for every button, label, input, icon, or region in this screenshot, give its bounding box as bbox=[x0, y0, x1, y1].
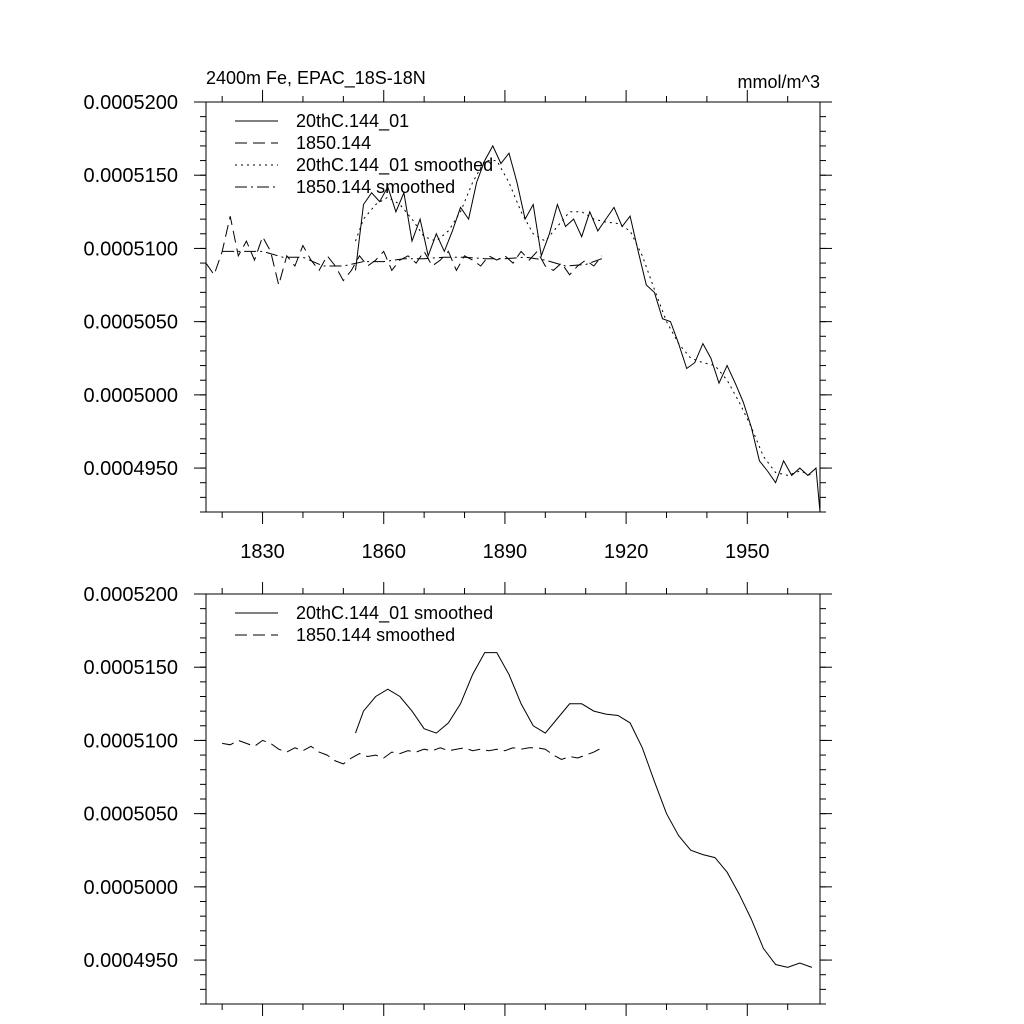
series-line bbox=[355, 652, 813, 968]
y-tick-label: 0.0005050 bbox=[83, 804, 178, 826]
legend-label: 1850.144 smoothed bbox=[296, 177, 455, 197]
x-tick-label: 1920 bbox=[604, 541, 649, 563]
chart-title: 2400m Fe, EPAC_18S-18N bbox=[206, 68, 426, 89]
units-label: mmol/m^3 bbox=[738, 72, 820, 92]
series-line bbox=[355, 160, 813, 476]
y-tick-label: 0.0005100 bbox=[83, 238, 178, 260]
series-line bbox=[222, 739, 603, 765]
series-line bbox=[355, 144, 821, 513]
x-tick-label: 1830 bbox=[240, 541, 285, 563]
legend-label: 20thC.144_01 smoothed bbox=[296, 155, 493, 176]
x-tick-label: 1860 bbox=[361, 541, 406, 563]
plot-frame bbox=[205, 593, 821, 1005]
series-line bbox=[205, 216, 603, 287]
y-tick-label: 0.0005050 bbox=[83, 312, 178, 334]
x-tick-label: 1950 bbox=[725, 541, 770, 563]
y-tick-label: 0.0005000 bbox=[83, 385, 178, 407]
y-tick-label: 0.0005100 bbox=[83, 730, 178, 752]
y-tick-label: 0.0005150 bbox=[83, 165, 178, 187]
y-tick-label: 0.0004950 bbox=[83, 458, 178, 480]
legend-label: 1850.144 smoothed bbox=[296, 625, 455, 645]
y-tick-label: 0.0005200 bbox=[83, 584, 178, 606]
legend-label: 20thC.144_01 bbox=[296, 111, 409, 132]
x-tick-label: 1890 bbox=[483, 541, 528, 563]
panel-2: 0.0004950 0.0005000 0.0005050 0.0005100 0.00… bbox=[83, 582, 832, 1016]
y-tick-label: 0.0005150 bbox=[83, 657, 178, 679]
y-tick-label: 0.0005200 bbox=[83, 92, 178, 114]
panel-1: 0.0004950 0.0005000 0.0005050 0.0005100 0.00… bbox=[83, 68, 832, 563]
series-line bbox=[222, 250, 603, 267]
legend-label: 20thC.144_01 smoothed bbox=[296, 603, 493, 624]
y-tick-label: 0.0004950 bbox=[83, 950, 178, 972]
y-tick-label: 0.0005000 bbox=[83, 877, 178, 899]
legend-label: 1850.144 bbox=[296, 133, 371, 153]
